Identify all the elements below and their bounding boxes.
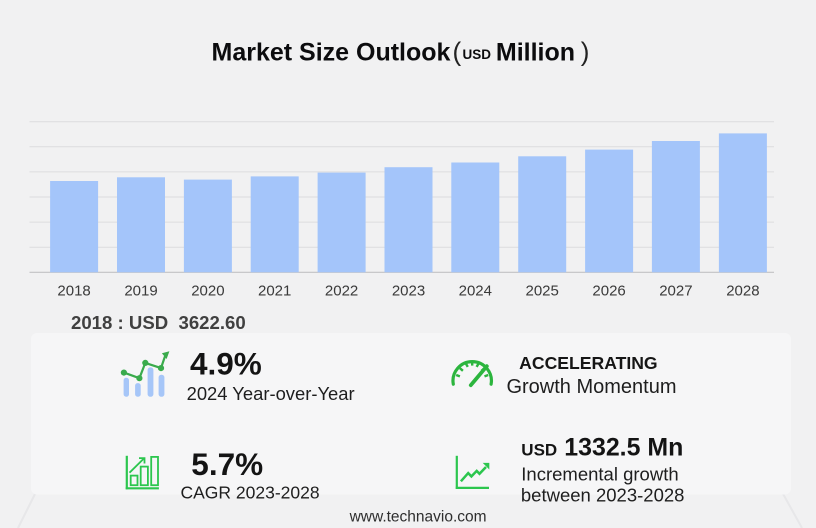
svg-text:2020: 2020 <box>191 283 224 300</box>
svg-text:ACCELERATING: ACCELERATING <box>519 353 657 373</box>
svg-text:2026: 2026 <box>592 283 625 300</box>
svg-text:Incremental growth: Incremental growth <box>521 464 678 485</box>
svg-text:2025: 2025 <box>526 283 559 300</box>
svg-text:USD: USD <box>521 441 557 460</box>
svg-text:5.7%: 5.7% <box>191 446 263 482</box>
svg-text:): ) <box>581 36 590 66</box>
svg-text:www.technavio.com: www.technavio.com <box>349 509 487 526</box>
svg-text:2024: 2024 <box>459 283 492 300</box>
svg-text:1332.5 Mn: 1332.5 Mn <box>564 434 683 462</box>
svg-text:between 2023-2028: between 2023-2028 <box>521 484 685 505</box>
svg-text:CAGR 2023-2028: CAGR 2023-2028 <box>181 483 320 503</box>
svg-text:2027: 2027 <box>659 283 692 300</box>
svg-text:Market Size Outlook: Market Size Outlook <box>212 39 451 67</box>
svg-text:2028: 2028 <box>726 283 759 300</box>
svg-text:2018 : USD 3622.60: 2018 : USD 3622.60 <box>71 312 246 333</box>
svg-text:2024 Year-over-Year: 2024 Year-over-Year <box>187 383 355 404</box>
svg-text:Million: Million <box>496 39 575 67</box>
svg-text:2022: 2022 <box>325 283 358 300</box>
svg-text:2019: 2019 <box>124 283 157 300</box>
svg-text:Growth Momentum: Growth Momentum <box>506 376 676 398</box>
svg-text:2021: 2021 <box>258 283 291 300</box>
svg-text:USD: USD <box>463 47 492 62</box>
svg-text:2018: 2018 <box>57 283 90 300</box>
svg-text:2023: 2023 <box>392 283 425 300</box>
svg-text:(: ( <box>453 36 462 66</box>
svg-text:4.9%: 4.9% <box>190 346 262 382</box>
